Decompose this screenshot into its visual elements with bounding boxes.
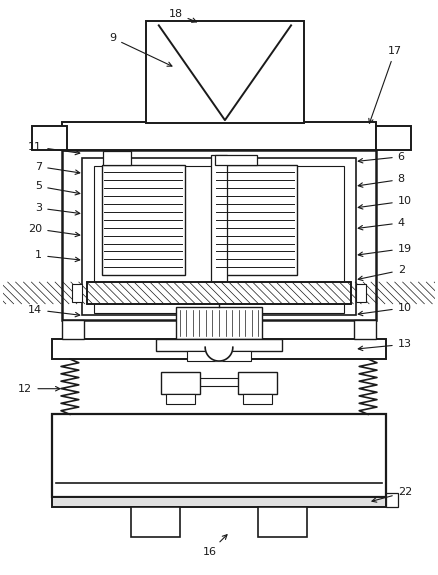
- Bar: [386, 493, 398, 507]
- Text: 1: 1: [35, 250, 80, 262]
- Text: 8: 8: [358, 174, 405, 187]
- Bar: [131, 507, 180, 537]
- Bar: [103, 151, 131, 164]
- Bar: [62, 320, 84, 339]
- Bar: [238, 372, 277, 394]
- Bar: [161, 372, 200, 394]
- Bar: [168, 378, 270, 386]
- Bar: [211, 155, 227, 285]
- Bar: [87, 282, 351, 304]
- Text: 17: 17: [369, 46, 402, 123]
- Text: 13: 13: [358, 339, 412, 351]
- Text: 11: 11: [28, 142, 80, 155]
- Polygon shape: [205, 347, 233, 361]
- Text: 19: 19: [358, 243, 412, 256]
- Text: 10: 10: [358, 303, 412, 316]
- Text: 4: 4: [358, 218, 405, 230]
- Bar: [156, 339, 282, 351]
- Bar: [354, 320, 376, 339]
- Bar: [356, 284, 366, 302]
- Bar: [72, 284, 82, 302]
- Bar: [215, 155, 257, 164]
- Bar: [187, 351, 251, 361]
- Text: 3: 3: [35, 203, 80, 215]
- Bar: [52, 415, 386, 497]
- Text: 22: 22: [372, 488, 412, 502]
- Bar: [94, 166, 344, 313]
- Bar: [52, 497, 386, 507]
- Bar: [87, 282, 351, 304]
- Polygon shape: [159, 25, 291, 120]
- Bar: [243, 394, 272, 404]
- Text: 10: 10: [358, 196, 412, 209]
- Text: 18: 18: [169, 9, 197, 22]
- Text: 20: 20: [28, 224, 80, 237]
- Text: 12: 12: [18, 384, 60, 394]
- Text: 14: 14: [28, 305, 80, 317]
- Bar: [176, 306, 262, 339]
- Text: 7: 7: [35, 162, 80, 174]
- Bar: [258, 507, 307, 537]
- Text: 2: 2: [358, 265, 405, 281]
- Bar: [62, 150, 376, 320]
- Text: 16: 16: [203, 535, 227, 557]
- Bar: [146, 21, 304, 123]
- Text: 6: 6: [358, 152, 405, 163]
- Bar: [52, 339, 386, 359]
- Text: 9: 9: [109, 33, 172, 66]
- Bar: [102, 164, 185, 275]
- Bar: [82, 158, 356, 315]
- Text: 5: 5: [35, 181, 80, 195]
- Bar: [213, 164, 297, 275]
- Bar: [32, 126, 67, 150]
- Bar: [376, 126, 410, 150]
- Bar: [62, 122, 376, 150]
- Bar: [166, 394, 195, 404]
